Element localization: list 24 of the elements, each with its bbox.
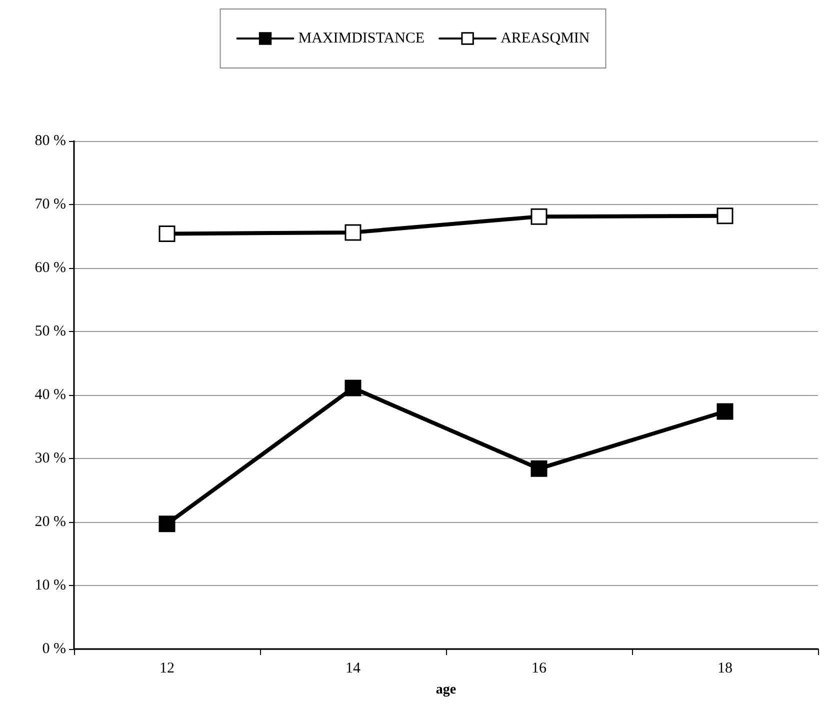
y-tick-label: 40 % (34, 387, 66, 403)
y-tick-label: 80 % (34, 133, 66, 149)
legend-label: AREASQMIN (500, 30, 590, 46)
point (530, 208, 548, 225)
x-tick-label: 14 (346, 660, 361, 676)
y-tick-label: 10 % (34, 578, 66, 594)
y-tick-label: 0 % (42, 641, 66, 657)
legend-label: MAXIMDISTANCE (298, 30, 425, 46)
point (530, 460, 548, 477)
y-tick-label: 70 % (34, 196, 66, 212)
point (158, 516, 176, 532)
x-axis-title: age (436, 682, 456, 698)
point (344, 380, 362, 396)
x-tick-label: 12 (160, 660, 174, 676)
y-tick-label: 20 % (34, 514, 66, 530)
y-tick-label: 30 % (34, 450, 66, 466)
point (716, 208, 734, 224)
x-tick-label: 16 (532, 660, 547, 676)
y-tick-label: 50 % (34, 324, 66, 340)
point (716, 403, 734, 420)
point (344, 224, 362, 241)
y-tick-label: 60 % (34, 260, 66, 276)
point (158, 225, 176, 242)
x-tick-label: 18 (718, 660, 732, 676)
